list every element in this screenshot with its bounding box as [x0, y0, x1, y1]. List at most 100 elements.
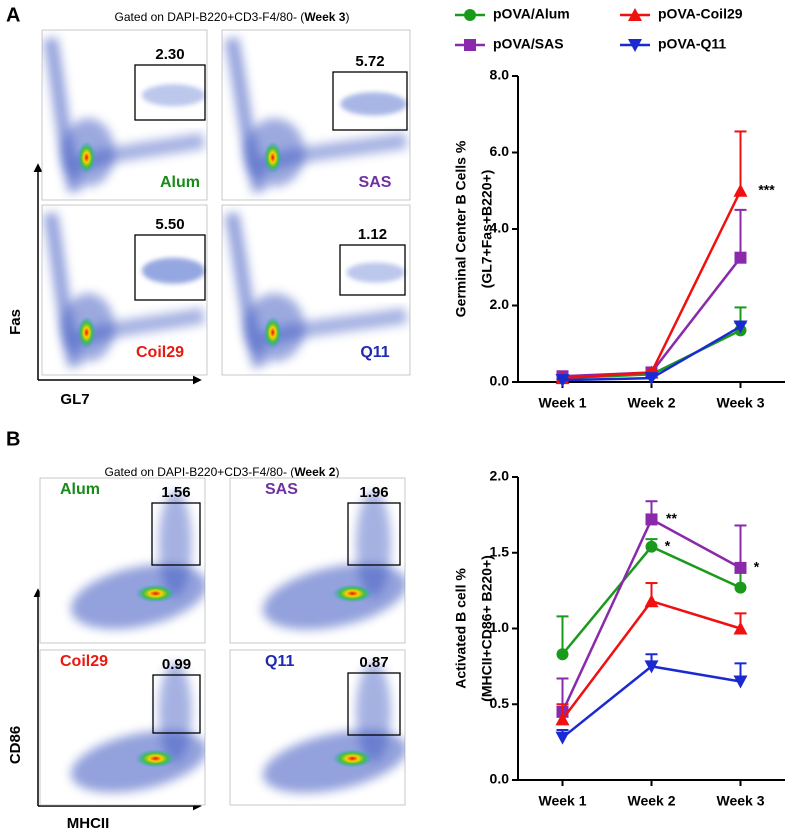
- panel-label: A: [6, 4, 20, 26]
- gate: [339, 244, 406, 296]
- group-label: SAS: [359, 174, 392, 191]
- density-gate-pop: [346, 262, 405, 283]
- gate-percent: 2.30: [155, 46, 184, 63]
- significance: ***: [758, 181, 775, 197]
- y-tick-label: 4.0: [490, 220, 510, 236]
- gating-title: Gated on DAPI-B220+CD3-F4/80- (Week 2): [105, 465, 340, 479]
- legend-marker: [628, 39, 642, 52]
- density-hot: [77, 141, 96, 174]
- x-tick-label: Week 3: [717, 793, 765, 809]
- gate: [332, 71, 408, 131]
- density-hot: [263, 316, 282, 349]
- density-gate-pop: [142, 84, 205, 107]
- flow-y-axis: Fas: [7, 309, 24, 335]
- density-hot: [77, 316, 96, 349]
- y-axis-label: (GL7+Fas+B220+): [479, 170, 495, 289]
- group-label: Q11: [265, 653, 294, 670]
- density-hot: [135, 584, 176, 603]
- flow-x-axis: MHCII: [67, 815, 110, 832]
- gating-prefix: Gated on DAPI-B220+CD3-F4/80- (: [115, 10, 305, 24]
- flow-density-inner: [262, 491, 405, 630]
- gating-suffix: ): [335, 465, 339, 479]
- gate: [134, 64, 206, 121]
- flow-density-inner: [224, 36, 408, 194]
- y-tick-label: 8.0: [490, 67, 510, 83]
- y-tick-label: 6.0: [490, 143, 510, 159]
- flow-density: [262, 491, 405, 630]
- legend-label: pOVA-Q11: [658, 36, 726, 52]
- gate-percent: 0.99: [162, 656, 191, 673]
- legend-marker: [464, 9, 476, 21]
- marker: [734, 561, 747, 574]
- legend-label: pOVA/SAS: [493, 36, 564, 52]
- flow-density: [43, 37, 206, 194]
- density-arm: [356, 491, 391, 597]
- marker: [644, 372, 659, 386]
- y-axis-label: Germinal Center B Cells %: [453, 140, 469, 317]
- series-line: [562, 256, 742, 378]
- legend-label: pOVA-Coil29: [658, 6, 743, 22]
- density-gate-pop: [142, 257, 205, 284]
- gate-percent: 1.56: [161, 484, 190, 501]
- series-line: [562, 190, 742, 380]
- x-tick-label: Week 3: [717, 395, 765, 411]
- gate: [151, 502, 201, 566]
- flow-density: [70, 491, 205, 630]
- marker: [733, 320, 748, 334]
- flow-density-inner: [70, 491, 205, 630]
- marker: [733, 621, 748, 635]
- gate: [152, 674, 201, 734]
- group-label: Coil29: [136, 344, 184, 361]
- y-tick-label: 0.5: [490, 695, 510, 711]
- x-tick-label: Week 1: [539, 793, 587, 809]
- marker: [555, 731, 570, 745]
- x-tick-label: Week 1: [539, 395, 587, 411]
- flow-density-inner: [262, 662, 405, 793]
- flow-density: [70, 662, 205, 793]
- flow-density: [224, 211, 408, 369]
- group-label: Coil29: [60, 653, 108, 670]
- legend-label: pOVA/Alum: [493, 6, 570, 22]
- marker: [644, 660, 659, 674]
- group-label: Alum: [160, 174, 200, 191]
- x-tick-label: Week 2: [628, 395, 676, 411]
- marker: [555, 712, 570, 726]
- marker: [645, 540, 658, 553]
- flow-y-axis: CD86: [7, 726, 24, 764]
- significance: *: [754, 559, 760, 575]
- marker: [555, 374, 570, 388]
- significance: **: [666, 510, 677, 526]
- density-arm: [356, 662, 391, 762]
- legend-marker: [464, 39, 476, 51]
- gating-week: Week 2: [294, 465, 335, 479]
- density-arm: [158, 491, 192, 597]
- gate-percent: 1.12: [358, 226, 387, 243]
- marker: [556, 648, 569, 661]
- gate-percent: 1.96: [359, 484, 388, 501]
- marker: [734, 251, 747, 264]
- density-hot: [332, 584, 373, 603]
- y-axis-label: Activated B cell %: [453, 568, 469, 689]
- x-tick-label: Week 2: [628, 793, 676, 809]
- y-tick-label: 1.0: [490, 619, 510, 635]
- marker: [734, 581, 747, 594]
- group-label: Alum: [60, 481, 100, 498]
- legend-marker: [628, 8, 642, 21]
- series-line: [561, 665, 741, 739]
- density-gate-pop: [340, 92, 408, 116]
- flow-density: [262, 662, 405, 793]
- panel-label: B: [6, 428, 20, 450]
- gating-prefix: Gated on DAPI-B220+CD3-F4/80- (: [105, 465, 295, 479]
- y-tick-label: 0.0: [490, 373, 510, 389]
- flow-x-axis: GL7: [60, 391, 89, 408]
- y-tick-label: 2.0: [490, 468, 510, 484]
- flow-density-inner: [224, 211, 408, 369]
- density-hot: [263, 141, 282, 174]
- flow-density: [224, 36, 408, 194]
- flow-density-inner: [43, 212, 206, 369]
- group-label: SAS: [265, 481, 298, 498]
- y-tick-label: 2.0: [490, 296, 510, 312]
- gate-percent: 5.72: [355, 53, 384, 70]
- gate: [134, 234, 206, 301]
